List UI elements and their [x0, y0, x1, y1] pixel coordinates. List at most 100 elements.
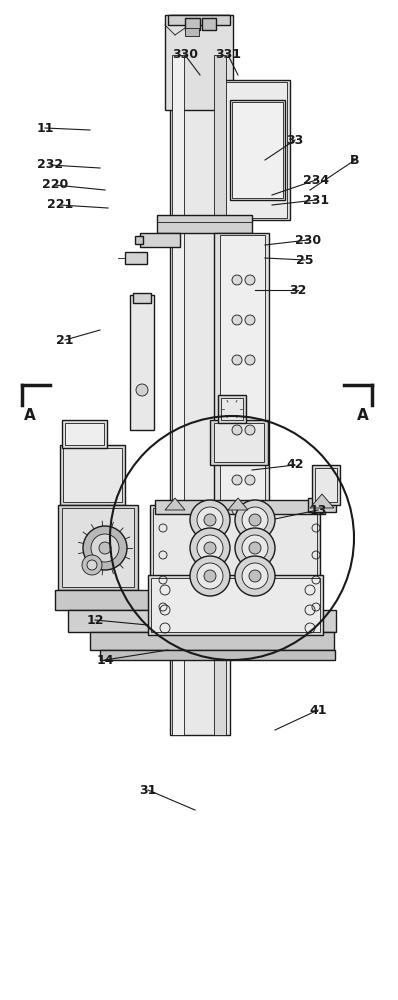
Circle shape [82, 555, 102, 575]
Polygon shape [310, 494, 334, 508]
Text: A: A [357, 408, 369, 422]
Text: 234: 234 [303, 174, 329, 186]
Bar [214, 55, 226, 735]
Bar [315, 468, 337, 502]
Bar [217, 55, 221, 85]
Bar [140, 233, 180, 247]
Text: 42: 42 [286, 458, 304, 472]
Circle shape [197, 507, 223, 533]
Circle shape [245, 475, 255, 485]
Bar [220, 235, 265, 581]
Circle shape [232, 425, 242, 435]
Bar [155, 500, 325, 514]
Bar [58, 505, 138, 590]
Circle shape [235, 556, 275, 596]
Bar [185, 28, 199, 36]
Bar [60, 445, 125, 505]
Bar [312, 465, 340, 505]
Bar [220, 80, 290, 220]
Bar [221, 398, 243, 420]
Circle shape [245, 425, 255, 435]
Bar [218, 395, 246, 423]
Text: 31: 31 [139, 784, 157, 796]
Bar [168, 15, 230, 25]
Circle shape [197, 563, 223, 589]
Text: 11: 11 [36, 121, 54, 134]
Bar [308, 498, 336, 512]
Circle shape [242, 563, 268, 589]
Circle shape [249, 514, 261, 526]
Bar [210, 420, 268, 465]
Bar [62, 508, 134, 587]
Circle shape [232, 475, 242, 485]
Circle shape [204, 570, 216, 582]
Circle shape [99, 542, 111, 554]
Circle shape [190, 528, 230, 568]
Text: 32: 32 [289, 284, 307, 296]
Circle shape [232, 275, 242, 285]
Text: 221: 221 [47, 198, 73, 212]
Bar [135, 236, 143, 244]
Circle shape [190, 500, 230, 540]
Bar [185, 18, 200, 30]
Text: 41: 41 [309, 704, 327, 716]
Text: B: B [350, 153, 360, 166]
Circle shape [242, 535, 268, 561]
Circle shape [197, 535, 223, 561]
Bar [90, 632, 334, 650]
Circle shape [83, 526, 127, 570]
Bar [165, 15, 233, 110]
Circle shape [235, 500, 275, 540]
Circle shape [232, 505, 242, 515]
Bar [170, 15, 230, 735]
Circle shape [249, 542, 261, 554]
Bar [157, 215, 252, 233]
Text: 231: 231 [303, 194, 329, 207]
Circle shape [242, 507, 268, 533]
Text: 14: 14 [96, 654, 114, 666]
Bar [148, 575, 323, 635]
Text: A: A [24, 408, 36, 422]
Text: 230: 230 [295, 233, 321, 246]
Circle shape [136, 384, 148, 396]
Circle shape [232, 355, 242, 365]
Bar [151, 578, 320, 632]
Text: 232: 232 [37, 158, 63, 172]
Bar [100, 650, 335, 660]
Bar [65, 423, 104, 445]
Bar [125, 252, 147, 264]
Text: 25: 25 [296, 253, 314, 266]
Bar [155, 505, 215, 615]
Circle shape [91, 534, 119, 562]
Text: 12: 12 [86, 613, 104, 626]
Circle shape [87, 560, 97, 570]
Circle shape [249, 570, 261, 582]
Circle shape [245, 315, 255, 325]
Bar [153, 508, 317, 612]
Bar [230, 100, 285, 200]
Circle shape [245, 355, 255, 365]
Text: 21: 21 [56, 334, 74, 347]
Text: 330: 330 [172, 48, 198, 62]
Bar [172, 55, 184, 735]
Bar [214, 233, 269, 583]
Circle shape [232, 315, 242, 325]
Bar [62, 420, 107, 448]
Circle shape [245, 505, 255, 515]
Text: 33: 33 [287, 133, 304, 146]
Bar [177, 55, 181, 85]
Bar [68, 610, 336, 632]
Circle shape [204, 514, 216, 526]
Text: 220: 220 [42, 178, 68, 192]
Bar [223, 82, 287, 218]
Bar [63, 448, 122, 502]
Bar [214, 423, 264, 462]
Bar [55, 590, 155, 610]
Text: 13: 13 [309, 504, 327, 516]
Text: 331: 331 [215, 48, 241, 62]
Circle shape [204, 542, 216, 554]
Bar [158, 508, 212, 612]
Bar [150, 505, 320, 615]
Circle shape [235, 528, 275, 568]
Bar [202, 18, 216, 30]
